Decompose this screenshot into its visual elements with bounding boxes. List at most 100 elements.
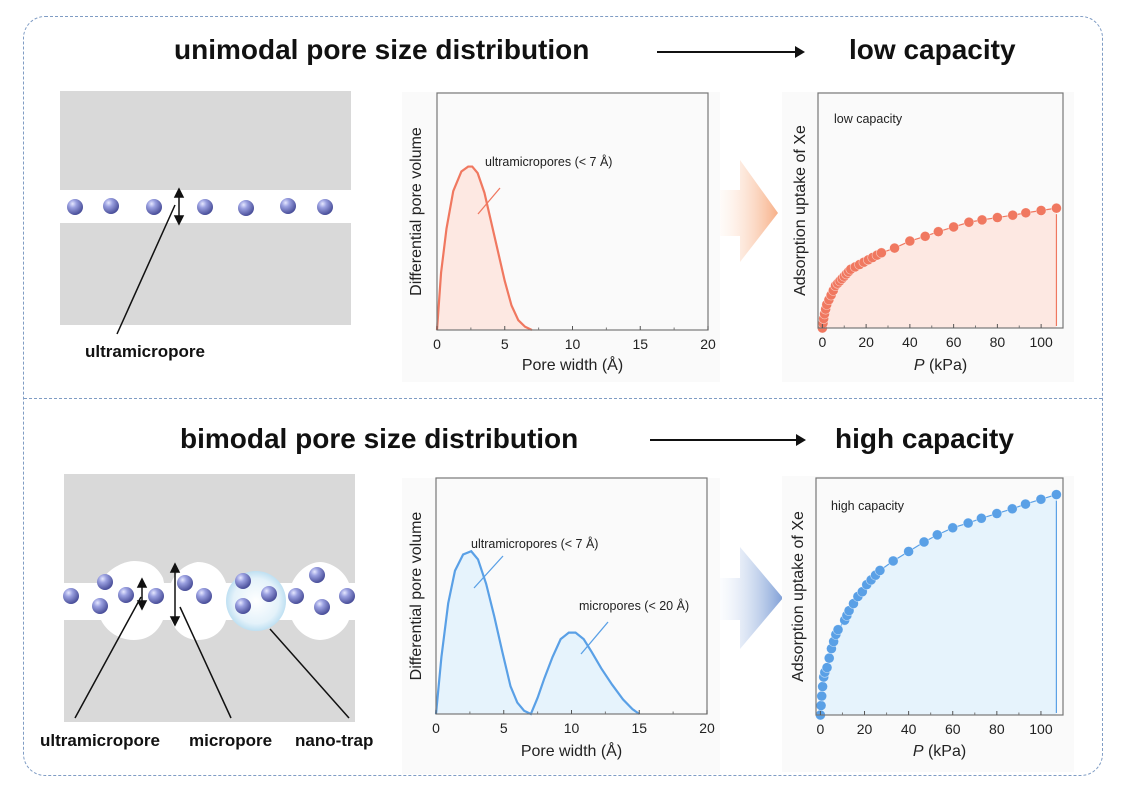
- x-tick-label: 100: [1029, 721, 1053, 737]
- x-tick-label: 80: [989, 721, 1005, 737]
- label-ultramicropore: ultramicropore: [85, 342, 205, 361]
- data-point: [889, 242, 900, 254]
- xe-atom: [280, 198, 296, 214]
- y-axis-label: Differential pore volume: [408, 512, 425, 681]
- label-nano-trap: nano-trap: [295, 731, 374, 750]
- annotation-label: micropores (< 20 Å): [579, 598, 689, 613]
- data-point: [903, 546, 914, 557]
- x-tick-label: 0: [817, 721, 825, 737]
- x-tick-label: 0: [818, 334, 826, 350]
- xe-atom: [196, 588, 212, 604]
- xe-atoms: [67, 198, 333, 216]
- data-point: [816, 690, 828, 702]
- outer-frame: [23, 16, 1103, 776]
- data-point: [947, 522, 959, 534]
- leader-line: [74, 596, 142, 719]
- annotation-label: high capacity: [831, 499, 905, 513]
- pore-size-arrow-icon: [173, 187, 185, 226]
- series-line: [435, 165, 533, 331]
- data-point: [1007, 209, 1018, 221]
- x-axis-label: P (kPa): [914, 357, 967, 374]
- heading-high-capacity: high capacity: [835, 423, 1014, 454]
- x-tick-label: 10: [565, 336, 581, 352]
- data-point: [1020, 207, 1032, 219]
- arrow-right-icon: [657, 46, 805, 58]
- data-point: [1020, 498, 1031, 510]
- x-tick-label: 10: [564, 720, 580, 736]
- data-point: [931, 529, 943, 541]
- xe-atom: [67, 199, 83, 215]
- ultramicropore-arrow-icon: [136, 577, 148, 611]
- data-point: [821, 662, 833, 673]
- x-tick-label: 15: [631, 720, 647, 736]
- data-point: [992, 212, 1003, 223]
- xe-atom: [339, 588, 355, 604]
- plot-frame: [817, 92, 1064, 329]
- x-tick-label: 5: [500, 720, 508, 736]
- x-tick-label: 0: [432, 720, 440, 736]
- heading-unimodal: unimodal pore size distribution: [174, 34, 590, 65]
- data-point: [976, 214, 988, 226]
- transition-arrow-blue-icon: [718, 547, 783, 649]
- data-point: [1035, 205, 1047, 216]
- arrow-right-icon: [650, 434, 806, 446]
- x-axis-label: Pore width (Å): [522, 355, 623, 374]
- data-point: [904, 235, 916, 247]
- xe-atom: [317, 199, 333, 215]
- x-tick-label: 20: [700, 336, 716, 352]
- xe-atom: [238, 200, 254, 216]
- xe-atom: [235, 573, 251, 589]
- annotation-label: ultramicropores (< 7 Å): [485, 154, 612, 169]
- xe-atom: [148, 588, 164, 604]
- leader-line: [179, 606, 232, 719]
- x-tick-label: 100: [1029, 334, 1053, 350]
- data-point: [933, 226, 944, 237]
- x-tick-label: 60: [946, 334, 962, 350]
- data-point: [823, 652, 835, 664]
- x-axis-label: P (kPa): [913, 743, 966, 760]
- x-tick-label: 20: [858, 334, 874, 350]
- annotation-leader: [580, 621, 609, 655]
- plot-frame: [815, 477, 1064, 716]
- area-fill: [437, 166, 532, 330]
- x-tick-label: 0: [433, 336, 441, 352]
- heading-low-capacity: low capacity: [849, 34, 1016, 65]
- leader-line: [116, 204, 176, 335]
- xe-atom: [63, 588, 79, 604]
- data-point: [1035, 494, 1047, 505]
- pore-wall-bottom: [60, 223, 351, 325]
- data-point: [918, 536, 930, 548]
- heading-bimodal: bimodal pore size distribution: [180, 423, 579, 454]
- annotation-label: low capacity: [834, 112, 903, 126]
- xe-atom: [197, 199, 213, 215]
- pore-wall-top: [60, 91, 351, 190]
- xe-atom: [314, 599, 330, 615]
- transition-arrow-orange-icon: [718, 160, 778, 262]
- xe-atom: [118, 587, 134, 603]
- section-divider: [24, 398, 1102, 399]
- y-axis-label: Adsorption uptake of Xe: [790, 511, 807, 682]
- annotation-leader: [477, 187, 501, 215]
- annotation-label: ultramicropores (< 7 Å): [471, 536, 598, 551]
- xe-atom: [177, 575, 193, 591]
- x-tick-label: 80: [990, 334, 1006, 350]
- nano-trap-icon: [226, 571, 286, 631]
- xe-atom: [103, 198, 119, 214]
- data-point: [948, 221, 959, 233]
- data-point: [1051, 489, 1062, 500]
- xe-atom: [146, 199, 162, 215]
- data-point: [1051, 202, 1062, 214]
- x-tick-label: 40: [901, 721, 917, 737]
- area-fill: [436, 551, 640, 714]
- x-tick-label: 20: [699, 720, 715, 736]
- xe-atom: [92, 598, 108, 614]
- data-point: [991, 508, 1003, 519]
- y-axis-label: Differential pore volume: [408, 127, 425, 296]
- data-point: [874, 565, 886, 576]
- xe-atom: [288, 588, 304, 604]
- xe-atoms-bimodal: [63, 567, 355, 615]
- x-tick-label: 60: [945, 721, 961, 737]
- data-point: [962, 517, 974, 529]
- x-tick-label: 5: [501, 336, 509, 352]
